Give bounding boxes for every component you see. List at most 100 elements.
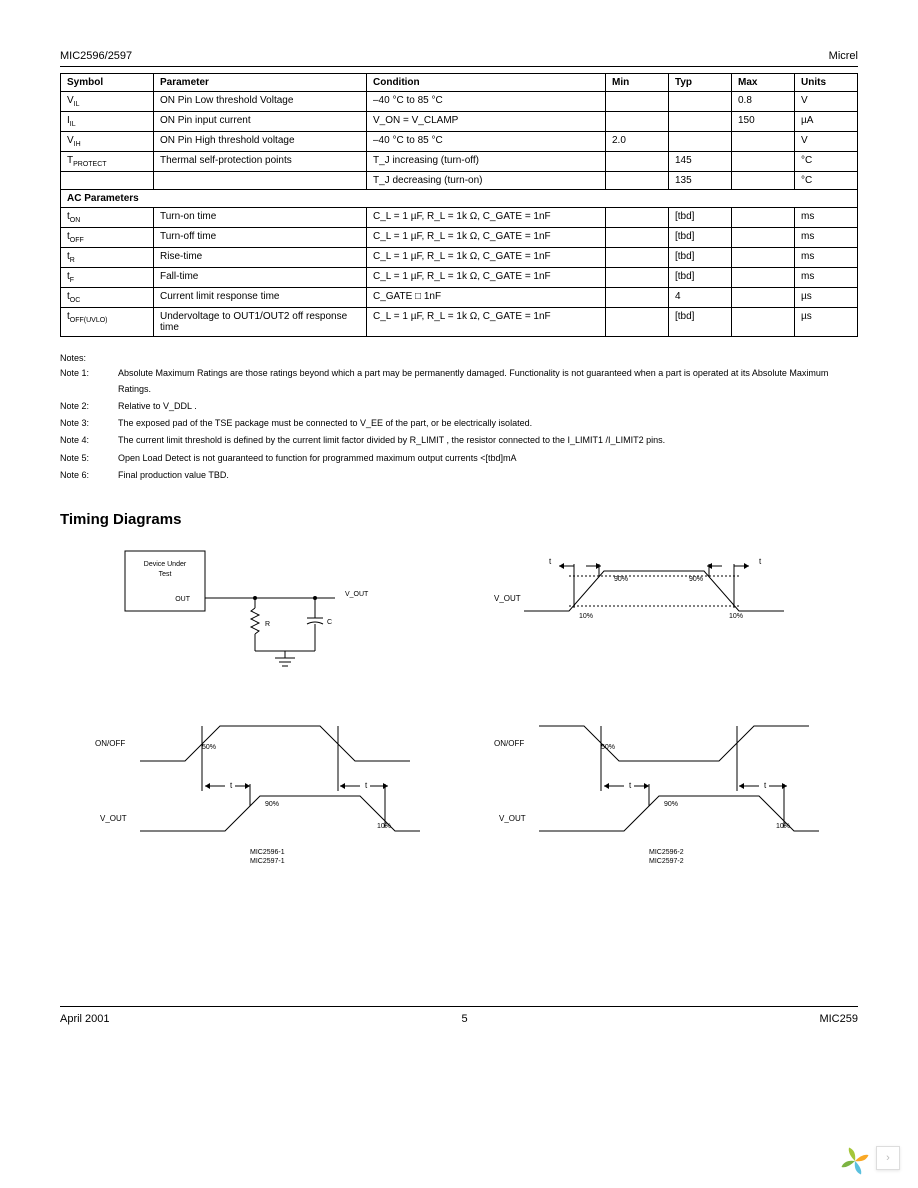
th-typ: Typ (669, 74, 732, 92)
cell-param: Turn-on time (154, 208, 367, 228)
svg-text:t: t (764, 781, 767, 790)
cell-typ (669, 92, 732, 112)
table-row: tOFFTurn-off timeC_L = 1 µF, R_L = 1k Ω,… (61, 228, 858, 248)
cell-max (732, 308, 795, 337)
cell-max: 150 (732, 112, 795, 132)
cell-max (732, 248, 795, 268)
cell-min (606, 248, 669, 268)
table-row: TPROTECTThermal self-protection pointsT_… (61, 152, 858, 172)
svg-text:R: R (265, 621, 270, 628)
table-row: tOFF(UVLO)Undervoltage to OUT1/OUT2 off … (61, 308, 858, 337)
cell-units: µs (795, 308, 858, 337)
footer-right: MIC259 (819, 1013, 858, 1025)
note-text: Final production value TBD. (118, 468, 229, 483)
cell-units: µs (795, 288, 858, 308)
cell-typ: [tbd] (669, 308, 732, 337)
cell-typ: [tbd] (669, 248, 732, 268)
note-text: The current limit threshold is defined b… (118, 433, 665, 448)
note-row: Note 1:Absolute Maximum Ratings are thos… (60, 366, 858, 397)
brand-logo-icon (840, 1146, 870, 1176)
cell-symbol: VIL (61, 92, 154, 112)
note-label: Note 4: (60, 433, 106, 448)
th-units: Units (795, 74, 858, 92)
waveform-onoff-1: ON/OFF 50% t t V_OUT 90% 10% MIC2596-1 M… (90, 716, 430, 866)
svg-text:10%: 10% (729, 613, 743, 620)
svg-text:90%: 90% (689, 576, 703, 583)
svg-text:Device Under: Device Under (143, 561, 186, 568)
cell-cond: V_ON = V_CLAMP (367, 112, 606, 132)
waveform-onoff-2: ON/OFF 50% t t V_OUT 90% 10% MIC2596-2 M… (489, 716, 829, 866)
svg-text:90%: 90% (664, 801, 678, 808)
cell-max (732, 268, 795, 288)
th-param: Parameter (154, 74, 367, 92)
note-row: Note 5:Open Load Detect is not guarantee… (60, 451, 858, 466)
svg-text:OUT: OUT (175, 596, 191, 603)
svg-text:MIC2597-1: MIC2597-1 (250, 858, 285, 865)
note-text: Open Load Detect is not guaranteed to fu… (118, 451, 516, 466)
cell-cond: C_L = 1 µF, R_L = 1k Ω, C_GATE = 1nF (367, 308, 606, 337)
note-label: Note 2: (60, 399, 106, 414)
section-ac: AC Parameters (61, 190, 858, 208)
footer-left: April 2001 (60, 1013, 110, 1025)
notes-block: Notes: Note 1:Absolute Maximum Ratings a… (60, 351, 858, 483)
cell-min (606, 308, 669, 337)
svg-text:10%: 10% (377, 823, 391, 830)
svg-text:t: t (629, 781, 632, 790)
cell-param: Rise-time (154, 248, 367, 268)
cell-units: ms (795, 248, 858, 268)
cell-max (732, 172, 795, 190)
table-row: VILON Pin Low threshold Voltage–40 °C to… (61, 92, 858, 112)
cell-max (732, 228, 795, 248)
next-page-button[interactable]: › (876, 1146, 900, 1170)
cell-symbol: tF (61, 268, 154, 288)
cell-min (606, 172, 669, 190)
svg-text:MIC2596-2: MIC2596-2 (649, 849, 684, 856)
page-header: MIC2596/2597 Micrel (60, 50, 858, 67)
header-right: Micrel (829, 50, 858, 62)
note-row: Note 3:The exposed pad of the TSE packag… (60, 416, 858, 431)
cell-min (606, 268, 669, 288)
cell-symbol: tON (61, 208, 154, 228)
cell-units: °C (795, 172, 858, 190)
cell-cond: –40 °C to 85 °C (367, 92, 606, 112)
svg-text:90%: 90% (614, 576, 628, 583)
svg-text:50%: 50% (601, 744, 615, 751)
table-row: tRRise-timeC_L = 1 µF, R_L = 1k Ω, C_GAT… (61, 248, 858, 268)
cell-min (606, 152, 669, 172)
cell-param: Current limit response time (154, 288, 367, 308)
cell-typ: 4 (669, 288, 732, 308)
cell-cond: C_L = 1 µF, R_L = 1k Ω, C_GATE = 1nF (367, 208, 606, 228)
table-row: tOCCurrent limit response timeC_GATE □ 1… (61, 288, 858, 308)
dut-circuit: Device Under Test OUT V_OUT R C (115, 546, 375, 676)
svg-text:t: t (365, 781, 368, 790)
svg-text:10%: 10% (579, 613, 593, 620)
cell-symbol: tR (61, 248, 154, 268)
svg-text:V_OUT: V_OUT (100, 814, 127, 823)
svg-text:V_OUT: V_OUT (345, 591, 369, 598)
cell-symbol: tOFF (61, 228, 154, 248)
cell-units: µA (795, 112, 858, 132)
cell-typ: 145 (669, 152, 732, 172)
svg-text:50%: 50% (202, 744, 216, 751)
cell-cond: T_J increasing (turn-off) (367, 152, 606, 172)
cell-param: Thermal self-protection points (154, 152, 367, 172)
svg-text:MIC2596-1: MIC2596-1 (250, 849, 285, 856)
cell-param (154, 172, 367, 190)
cell-min (606, 92, 669, 112)
note-row: Note 4: The current limit threshold is de… (60, 433, 858, 448)
cell-symbol: IIL (61, 112, 154, 132)
table-row: tONTurn-on timeC_L = 1 µF, R_L = 1k Ω, C… (61, 208, 858, 228)
cell-cond: C_L = 1 µF, R_L = 1k Ω, C_GATE = 1nF (367, 248, 606, 268)
svg-text:90%: 90% (265, 801, 279, 808)
svg-text:ON/OFF: ON/OFF (494, 739, 524, 748)
table-row: IILON Pin input currentV_ON = V_CLAMP150… (61, 112, 858, 132)
cell-typ: [tbd] (669, 268, 732, 288)
cell-symbol: TPROTECT (61, 152, 154, 172)
cell-symbol: VIH (61, 132, 154, 152)
cell-min: 2.0 (606, 132, 669, 152)
notes-title: Notes: (60, 351, 858, 366)
svg-text:t: t (230, 781, 233, 790)
cell-typ (669, 132, 732, 152)
cell-units: V (795, 132, 858, 152)
cell-cond: C_GATE □ 1nF (367, 288, 606, 308)
